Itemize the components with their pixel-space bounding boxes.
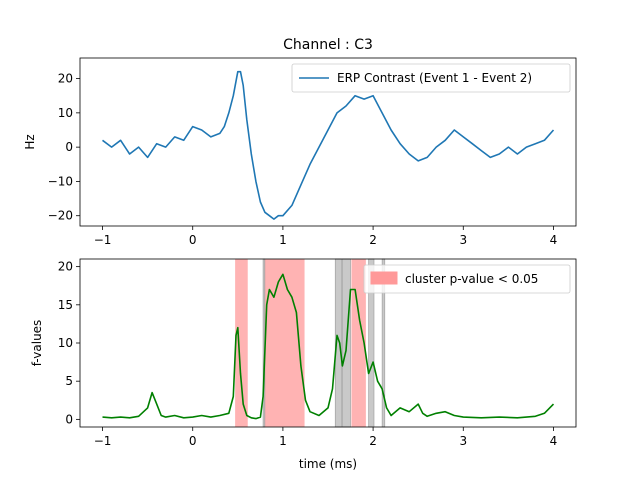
bottom-axis-ticks: −1 0 1 2 3 4 20 15 10 5 0 (58, 260, 558, 448)
bottom-xtick-label: 2 (369, 434, 377, 448)
bottom-ytick-label: 20 (58, 260, 73, 274)
top-xtick-label: 4 (550, 233, 558, 247)
top-legend-box (291, 63, 571, 93)
bottom-ytick-label: 10 (58, 336, 73, 350)
bottom-legend-box (363, 264, 571, 294)
bottom-ytick-label: 0 (65, 412, 73, 426)
top-plot-area (102, 70, 555, 220)
top-ytick-label: −10 (48, 174, 73, 188)
top-legend-label: ERP Contrast (Event 1 - Event 2) (337, 71, 532, 85)
top-title: Channel : C3 (283, 37, 373, 53)
significant-cluster-span (351, 259, 366, 427)
top-xtick-label: −1 (94, 233, 112, 247)
bottom-plot-area (102, 258, 555, 428)
bottom-ytick-label: 5 (65, 374, 73, 388)
significant-cluster-span (263, 259, 305, 427)
top-legend: ERP Contrast (Event 1 - Event 2) (291, 63, 571, 93)
bottom-axes-frame (79, 258, 577, 428)
bottom-xtick-label: −1 (94, 434, 112, 448)
top-axes-frame (79, 57, 577, 227)
bottom-ylabel: f-values (30, 320, 44, 367)
top-xtick-label: 0 (189, 233, 197, 247)
bottom-legend-label: cluster p-value < 0.05 (405, 272, 538, 286)
bottom-xtick-label: 4 (550, 434, 558, 448)
f-values-panel: −1 0 1 2 3 4 20 15 10 5 0 f-values time (ms) clust… (30, 258, 577, 471)
bottom-ytick-label: 15 (58, 298, 73, 312)
top-ytick-label: 10 (58, 106, 73, 120)
top-xtick-label: 1 (279, 233, 287, 247)
top-xtick-label: 2 (369, 233, 377, 247)
top-ytick-label: −20 (48, 209, 73, 223)
bottom-legend-patch-swatch (370, 271, 398, 285)
bottom-xtick-label: 1 (279, 434, 287, 448)
top-xtick-label: 3 (459, 233, 467, 247)
top-ytick-label: 0 (65, 140, 73, 154)
top-ytick-label: 20 (58, 72, 73, 86)
bottom-legend: cluster p-value < 0.05 (363, 264, 571, 294)
top-series-line (102, 70, 555, 220)
bottom-xlabel: time (ms) (299, 457, 357, 471)
bottom-xtick-label: 3 (459, 434, 467, 448)
top-ylabel: Hz (23, 134, 37, 149)
significant-cluster-span (235, 259, 248, 427)
bottom-xtick-label: 0 (189, 434, 197, 448)
bottom-series-line (102, 273, 555, 420)
